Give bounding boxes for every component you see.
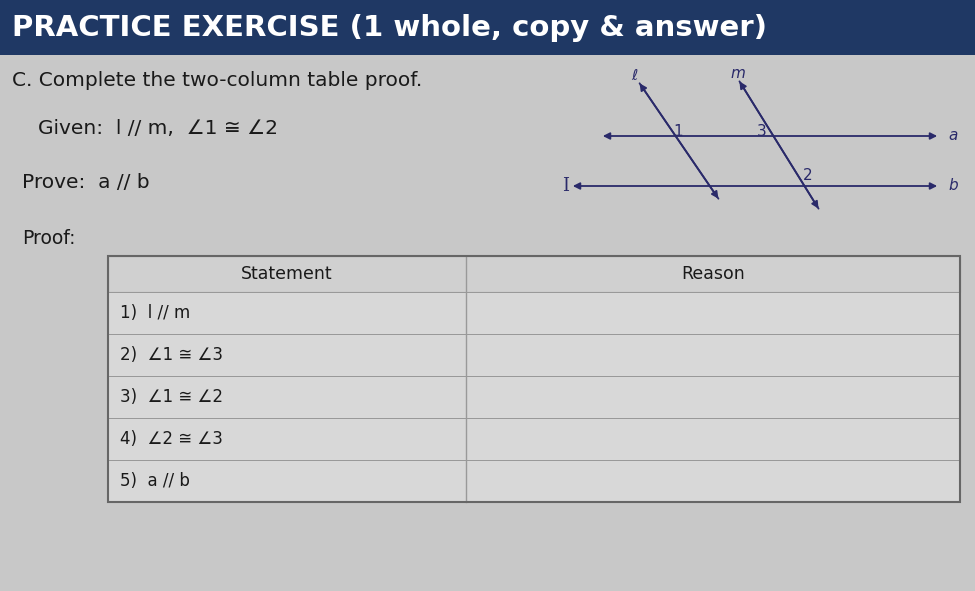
Text: 5)  a // b: 5) a // b — [120, 472, 190, 490]
Text: 3: 3 — [758, 124, 767, 138]
Text: Given:  l // m,  ∠1 ≅ ∠2: Given: l // m, ∠1 ≅ ∠2 — [38, 119, 278, 138]
Text: Reason: Reason — [682, 265, 745, 283]
Text: b: b — [948, 178, 957, 193]
Bar — [108, 256, 960, 502]
Bar — [108, 334, 960, 376]
Text: 2)  ∠1 ≅ ∠3: 2) ∠1 ≅ ∠3 — [120, 346, 223, 364]
Bar — [0, 0, 975, 55]
Text: Prove:  a // b: Prove: a // b — [22, 174, 149, 193]
Text: 1: 1 — [673, 124, 682, 138]
Bar — [108, 418, 960, 460]
Bar — [108, 376, 960, 418]
Bar — [108, 256, 960, 292]
Text: PRACTICE EXERCISE (1 whole, copy & answer): PRACTICE EXERCISE (1 whole, copy & answe… — [12, 14, 767, 41]
Text: a: a — [948, 128, 957, 144]
Text: C. Complete the two-column table proof.: C. Complete the two-column table proof. — [12, 72, 422, 90]
Text: m: m — [730, 66, 746, 80]
Bar — [108, 460, 960, 502]
Text: 1)  l // m: 1) l // m — [120, 304, 190, 322]
Text: ℓ: ℓ — [631, 67, 637, 83]
Text: 2: 2 — [803, 168, 813, 183]
Text: Statement: Statement — [241, 265, 332, 283]
Text: 3)  ∠1 ≅ ∠2: 3) ∠1 ≅ ∠2 — [120, 388, 223, 406]
Text: Proof:: Proof: — [22, 229, 75, 248]
Text: I: I — [563, 177, 569, 195]
Text: 4)  ∠2 ≅ ∠3: 4) ∠2 ≅ ∠3 — [120, 430, 223, 448]
Bar — [108, 292, 960, 334]
Bar — [108, 256, 960, 502]
